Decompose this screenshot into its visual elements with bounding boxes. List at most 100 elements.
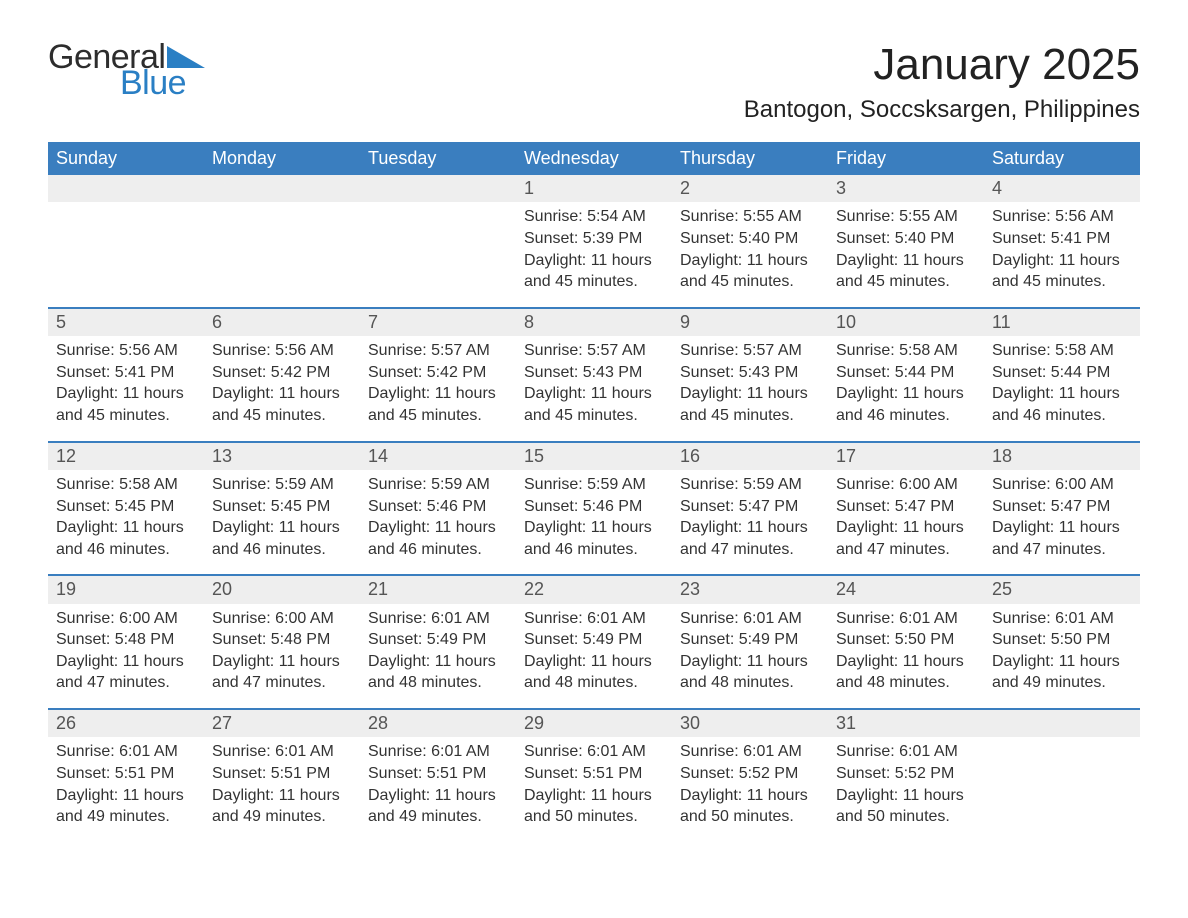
calendar-page: General Blue January 2025 Bantogon, Socc… [0,0,1188,918]
sunrise-text: Sunrise: 6:01 AM [524,741,664,763]
sunset-text: Sunset: 5:47 PM [992,496,1132,518]
daylight-text: Daylight: 11 hours and 45 minutes. [56,383,196,426]
sunset-text: Sunset: 5:50 PM [992,629,1132,651]
sunrise-text: Sunrise: 5:57 AM [524,340,664,362]
day-number: 10 [828,309,984,336]
day-body: Sunrise: 6:01 AMSunset: 5:51 PMDaylight:… [360,737,516,841]
day-cell: 31Sunrise: 6:01 AMSunset: 5:52 PMDayligh… [828,710,984,842]
weekday-header: Sunday [48,142,204,175]
month-title: January 2025 [744,40,1140,90]
week-row: 5Sunrise: 5:56 AMSunset: 5:41 PMDaylight… [48,307,1140,441]
sunrise-text: Sunrise: 6:01 AM [368,741,508,763]
daylight-text: Daylight: 11 hours and 46 minutes. [368,517,508,560]
day-body: Sunrise: 6:00 AMSunset: 5:48 PMDaylight:… [204,604,360,708]
day-cell: 17Sunrise: 6:00 AMSunset: 5:47 PMDayligh… [828,443,984,575]
day-number-empty [360,175,516,202]
daylight-text: Daylight: 11 hours and 50 minutes. [836,785,976,828]
day-number: 12 [48,443,204,470]
sunrise-text: Sunrise: 6:01 AM [680,608,820,630]
day-cell: 13Sunrise: 5:59 AMSunset: 5:45 PMDayligh… [204,443,360,575]
day-body: Sunrise: 6:01 AMSunset: 5:49 PMDaylight:… [516,604,672,708]
sunrise-text: Sunrise: 5:55 AM [836,206,976,228]
day-cell: 20Sunrise: 6:00 AMSunset: 5:48 PMDayligh… [204,576,360,708]
day-number: 22 [516,576,672,603]
sunrise-text: Sunrise: 5:58 AM [992,340,1132,362]
day-number-empty [204,175,360,202]
sunset-text: Sunset: 5:41 PM [56,362,196,384]
daylight-text: Daylight: 11 hours and 45 minutes. [524,383,664,426]
daylight-text: Daylight: 11 hours and 45 minutes. [368,383,508,426]
day-cell [984,710,1140,842]
daylight-text: Daylight: 11 hours and 48 minutes. [836,651,976,694]
sunset-text: Sunset: 5:49 PM [680,629,820,651]
week-row: 12Sunrise: 5:58 AMSunset: 5:45 PMDayligh… [48,441,1140,575]
sunrise-text: Sunrise: 6:01 AM [836,608,976,630]
daylight-text: Daylight: 11 hours and 50 minutes. [680,785,820,828]
sunset-text: Sunset: 5:43 PM [680,362,820,384]
day-number: 21 [360,576,516,603]
logo-text-blue: Blue [120,66,205,100]
day-cell: 15Sunrise: 5:59 AMSunset: 5:46 PMDayligh… [516,443,672,575]
day-number: 30 [672,710,828,737]
day-body: Sunrise: 5:59 AMSunset: 5:46 PMDaylight:… [516,470,672,574]
day-body: Sunrise: 5:59 AMSunset: 5:47 PMDaylight:… [672,470,828,574]
day-number: 25 [984,576,1140,603]
day-body: Sunrise: 6:01 AMSunset: 5:50 PMDaylight:… [828,604,984,708]
daylight-text: Daylight: 11 hours and 47 minutes. [992,517,1132,560]
sunset-text: Sunset: 5:51 PM [212,763,352,785]
day-number: 9 [672,309,828,336]
daylight-text: Daylight: 11 hours and 47 minutes. [680,517,820,560]
day-number: 31 [828,710,984,737]
day-number: 1 [516,175,672,202]
day-number: 23 [672,576,828,603]
daylight-text: Daylight: 11 hours and 45 minutes. [212,383,352,426]
week-row: 19Sunrise: 6:00 AMSunset: 5:48 PMDayligh… [48,574,1140,708]
day-cell: 23 Sunrise: 6:01 AMSunset: 5:49 PMDayligh… [672,576,828,708]
daylight-text: Daylight: 11 hours and 45 minutes. [680,250,820,293]
daylight-text: Daylight: 11 hours and 48 minutes. [680,651,820,694]
day-cell: 9Sunrise: 5:57 AMSunset: 5:43 PMDaylight… [672,309,828,441]
sunrise-text: Sunrise: 6:00 AM [836,474,976,496]
sunrise-text: Sunrise: 6:00 AM [992,474,1132,496]
daylight-text: Daylight: 11 hours and 47 minutes. [212,651,352,694]
sunset-text: Sunset: 5:44 PM [836,362,976,384]
week-row: 26Sunrise: 6:01 AMSunset: 5:51 PMDayligh… [48,708,1140,842]
daylight-text: Daylight: 11 hours and 46 minutes. [56,517,196,560]
sunset-text: Sunset: 5:50 PM [836,629,976,651]
day-body: Sunrise: 6:01 AMSunset: 5:51 PMDaylight:… [48,737,204,841]
daylight-text: Daylight: 11 hours and 47 minutes. [836,517,976,560]
day-number: 29 [516,710,672,737]
day-body: Sunrise: 6:00 AMSunset: 5:48 PMDaylight:… [48,604,204,708]
day-cell [48,175,204,307]
sunrise-text: Sunrise: 5:57 AM [368,340,508,362]
daylight-text: Daylight: 11 hours and 49 minutes. [212,785,352,828]
header-row: General Blue January 2025 Bantogon, Socc… [48,40,1140,124]
day-number: 3 [828,175,984,202]
day-number: 16 [672,443,828,470]
day-number: 6 [204,309,360,336]
day-number: 13 [204,443,360,470]
day-body: Sunrise: 6:01 AMSunset: 5:51 PMDaylight:… [204,737,360,841]
day-cell: 4Sunrise: 5:56 AMSunset: 5:41 PMDaylight… [984,175,1140,307]
day-body: Sunrise: 5:54 AMSunset: 5:39 PMDaylight:… [516,202,672,306]
sunrise-text: Sunrise: 5:56 AM [212,340,352,362]
weekday-header: Tuesday [360,142,516,175]
sunrise-text: Sunrise: 6:01 AM [524,608,664,630]
day-body: Sunrise: 5:57 AMSunset: 5:43 PMDaylight:… [672,336,828,440]
calendar: Sunday Monday Tuesday Wednesday Thursday… [48,142,1140,842]
day-body: Sunrise: 5:56 AMSunset: 5:41 PMDaylight:… [48,336,204,440]
weekday-header: Monday [204,142,360,175]
daylight-text: Daylight: 11 hours and 45 minutes. [992,250,1132,293]
day-number: 7 [360,309,516,336]
sunrise-text: Sunrise: 5:59 AM [368,474,508,496]
weekday-header: Wednesday [516,142,672,175]
sunrise-text: Sunrise: 6:00 AM [212,608,352,630]
logo: General Blue [48,40,205,100]
sunset-text: Sunset: 5:45 PM [212,496,352,518]
day-cell: 1Sunrise: 5:54 AMSunset: 5:39 PMDaylight… [516,175,672,307]
day-number: 4 [984,175,1140,202]
weeks-container: 1Sunrise: 5:54 AMSunset: 5:39 PMDaylight… [48,175,1140,842]
daylight-text: Daylight: 11 hours and 48 minutes. [368,651,508,694]
sunrise-text: Sunrise: 6:01 AM [212,741,352,763]
day-cell: 29Sunrise: 6:01 AMSunset: 5:51 PMDayligh… [516,710,672,842]
